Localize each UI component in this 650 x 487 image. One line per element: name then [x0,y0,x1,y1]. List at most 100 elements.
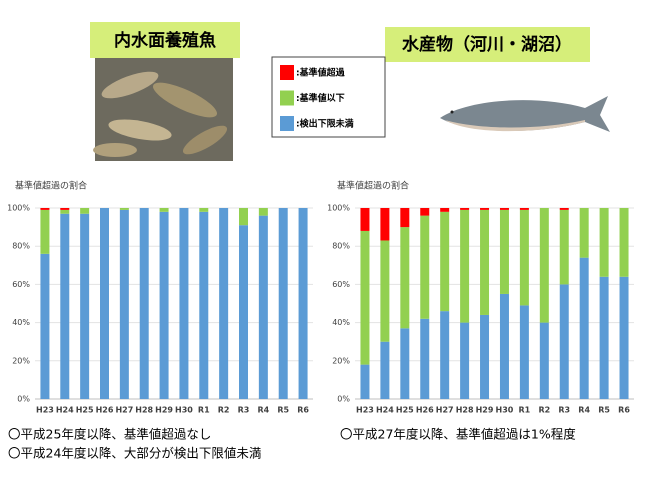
x-tick-label: H26 [96,406,114,415]
bar-segment [579,208,589,258]
x-tick-label: R6 [297,406,309,415]
x-tick-label: R2 [538,406,550,415]
y-tick-label: 60% [12,280,30,289]
bar-segment [480,209,490,315]
y-tick-label: 80% [332,242,350,251]
bar-segment [380,208,390,241]
bar-segment [159,208,169,212]
bar-segment [40,208,50,210]
x-tick-label: R4 [257,406,269,415]
note: 〇平成27年度以降、基準値超過は1%程度 [340,427,576,442]
x-tick-label: H24 [376,406,394,415]
bar-segment [199,208,209,212]
chart-title: 水産物（河川・湖沼） [402,34,572,55]
bar-segment [599,276,609,399]
bar-segment [519,208,529,210]
bar-segment [80,213,90,399]
y-tick-label: 40% [12,318,30,327]
x-tick-label: R5 [277,406,289,415]
bar-segment [519,305,529,399]
x-tick-label: H23 [36,406,54,415]
bar-segment [539,322,549,399]
trout-photo [440,96,610,132]
bar-segment [499,208,509,210]
chart-title: 内水面養殖魚 [114,30,216,51]
title-box [385,27,590,62]
x-tick-label: H25 [396,406,414,415]
bar-segment [380,341,390,399]
x-tick-label: H25 [76,406,94,415]
bar-segment [159,211,169,399]
x-tick-label: H28 [456,406,474,415]
y-tick-label: 40% [332,318,350,327]
bar-segment [119,208,129,210]
x-tick-label: H29 [155,406,173,415]
bar-segment [480,208,490,210]
bar-segment [599,208,609,277]
bar-segment [239,225,248,399]
bar-segment [420,208,430,216]
x-tick-label: R3 [558,406,570,415]
bar-segment [400,328,410,399]
y-tick-label: 100% [327,204,350,213]
bar-segment [619,208,629,277]
bar-segment [139,208,149,399]
legend-label: :検出下限未満 [296,118,354,130]
bar-segment [579,257,589,399]
bar-segment [619,276,629,399]
legend-swatch [280,65,294,80]
y-tick-label: 100% [7,204,30,213]
y-tick-label: 0% [337,395,350,404]
x-tick-label: R6 [618,406,630,415]
bar-segment [499,293,509,399]
bar-segment [219,208,229,399]
x-tick-label: R1 [519,406,531,415]
bar-segment [60,208,70,210]
y-tick-label: 80% [12,242,30,251]
x-tick-label: H26 [416,406,434,415]
x-tick-label: H30 [175,406,193,415]
bar-segment [179,208,189,399]
title-box [90,22,240,58]
legend-label: :基準値超過 [296,67,346,79]
y-axis-title: 基準値超過の割合 [15,180,87,192]
bar-segment [460,322,470,399]
bar-segment [420,318,430,399]
note: 〇平成25年度以降、基準値超過なし [8,427,211,442]
bar-segment [559,208,569,210]
x-tick-label: R3 [238,406,250,415]
note: 〇平成24年度以降、大部分が検出下限値未満 [8,446,261,461]
bar-segment [80,208,90,214]
bar-segment [420,215,430,319]
x-tick-label: R2 [218,406,230,415]
bar-segment [278,208,288,399]
x-tick-label: R5 [598,406,610,415]
x-tick-label: R1 [198,406,210,415]
bar-segment [60,213,70,399]
legend-label: :基準値以下 [296,92,345,104]
bar-segment [360,208,370,231]
x-tick-label: H23 [356,406,374,415]
bar-segment [539,208,549,323]
x-tick-label: H24 [56,406,74,415]
bar-segment [440,211,450,312]
bar-segment [400,227,410,329]
bar-segment [460,209,470,323]
bar-segment [60,209,70,214]
bar-segment [460,208,470,210]
bar-segment [239,208,248,226]
bar-segment [40,253,50,399]
bar-segment [360,364,370,399]
x-tick-label: H28 [135,406,153,415]
x-tick-label: H27 [115,406,133,415]
y-tick-label: 20% [12,356,30,365]
bar-segment [559,209,569,285]
fish-photo [93,58,233,161]
x-tick-label: H30 [496,406,514,415]
x-tick-label: H27 [436,406,454,415]
x-tick-label: R4 [578,406,590,415]
bar-segment [400,208,410,228]
bar-segment [119,209,129,399]
bar-segment [298,208,308,399]
